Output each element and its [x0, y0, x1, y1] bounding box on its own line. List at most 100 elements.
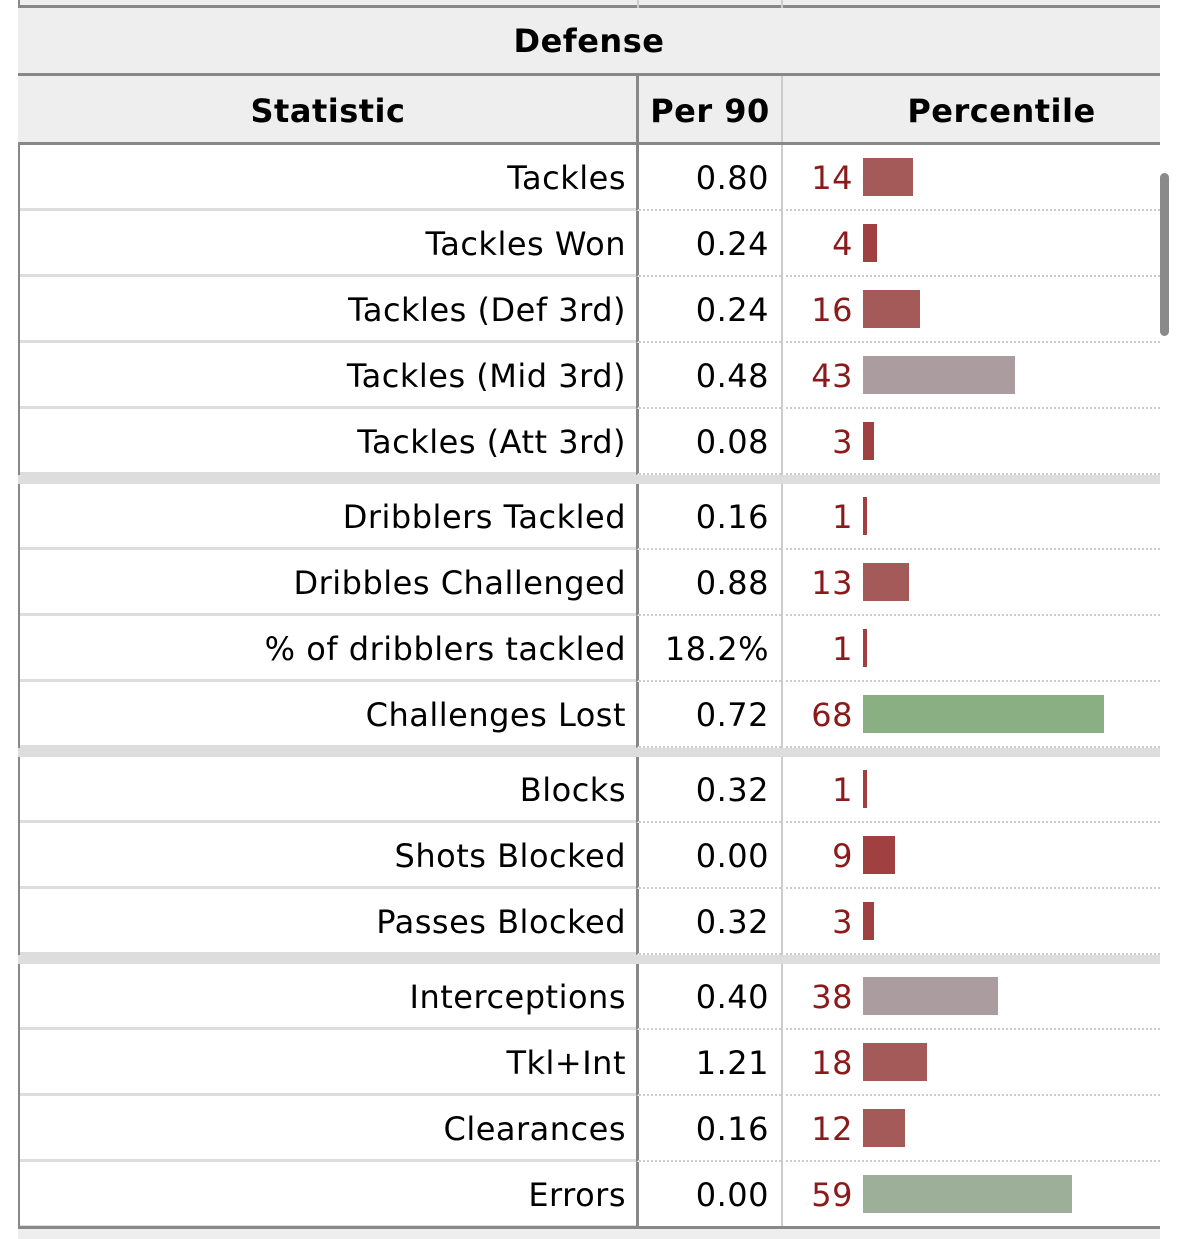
statistic-name: Challenges Lost [20, 682, 636, 748]
percentile-cell: 13 [781, 550, 1160, 616]
statistic-name: Errors [20, 1162, 636, 1228]
table-row: Tackles (Att 3rd) 0.08 3 [18, 409, 1160, 475]
group-separator [18, 475, 1160, 484]
table-row: Dribblers Tackled 0.16 1 [18, 484, 1160, 550]
percentile-cell: 38 [781, 964, 1160, 1030]
header-percentile[interactable]: Percentile [781, 76, 1160, 142]
per-90-value: 0.24 [636, 277, 781, 343]
percentile-value: 18 [811, 1044, 853, 1082]
per-90-value: 0.00 [636, 1162, 781, 1228]
percentile-bar [863, 1175, 1072, 1213]
header-per-90[interactable]: Per 90 [636, 76, 781, 142]
percentile-cell: 59 [781, 1162, 1160, 1228]
statistic-name: Tackles (Mid 3rd) [20, 343, 636, 409]
percentile-value: 14 [811, 159, 853, 197]
per-90-value: 0.08 [636, 409, 781, 475]
percentile-cell: 16 [781, 277, 1160, 343]
per-90-value: 0.48 [636, 343, 781, 409]
column-divider [781, 0, 783, 8]
table-row: Tackles Won 0.24 4 [18, 211, 1160, 277]
table-row: % of dribblers tackled 18.2% 1 [18, 616, 1160, 682]
percentile-value: 12 [811, 1110, 853, 1148]
table-left-border [18, 0, 20, 1239]
percentile-value: 9 [832, 837, 853, 875]
percentile-bar [863, 695, 1104, 733]
percentile-bar [863, 629, 867, 667]
statistic-name: Clearances [20, 1096, 636, 1162]
percentile-cell: 1 [781, 616, 1160, 682]
percentile-bar [863, 563, 909, 601]
per-90-value: 1.21 [636, 1030, 781, 1096]
table-row: Tackles (Mid 3rd) 0.48 43 [18, 343, 1160, 409]
percentile-value: 4 [832, 225, 853, 263]
table-row: Clearances 0.16 12 [18, 1096, 1160, 1162]
percentile-cell: 9 [781, 823, 1160, 889]
percentile-value: 13 [811, 564, 853, 602]
percentile-cell: 43 [781, 343, 1160, 409]
per-90-value: 0.16 [636, 1096, 781, 1162]
table-row: Blocks 0.32 1 [18, 757, 1160, 823]
group-separator [18, 748, 1160, 757]
percentile-value: 3 [832, 423, 853, 461]
percentile-value: 1 [832, 630, 853, 668]
table-title: Defense [18, 8, 1160, 76]
percentile-bar [863, 902, 874, 940]
per-90-value: 0.80 [636, 145, 781, 211]
percentile-value: 68 [811, 696, 853, 734]
percentile-bar [863, 158, 913, 196]
per-90-value: 0.00 [636, 823, 781, 889]
percentile-value: 16 [811, 291, 853, 329]
table-row: Tkl+Int 1.21 18 [18, 1030, 1160, 1096]
statistic-name: Passes Blocked [20, 889, 636, 955]
statistic-name: Tackles (Def 3rd) [20, 277, 636, 343]
per-90-value: 0.16 [636, 484, 781, 550]
percentile-value: 43 [811, 357, 853, 395]
percentile-bar [863, 770, 867, 808]
percentile-bar [863, 422, 874, 460]
statistic-name: Tkl+Int [20, 1030, 636, 1096]
percentile-value: 59 [811, 1176, 853, 1214]
statistic-name: Blocks [20, 757, 636, 823]
statistic-name: Dribbles Challenged [20, 550, 636, 616]
table-header-row: Statistic Per 90 Percentile [18, 76, 1160, 145]
group-separator [18, 955, 1160, 964]
table-row: Dribbles Challenged 0.88 13 [18, 550, 1160, 616]
table-row: Challenges Lost 0.72 68 [18, 682, 1160, 748]
percentile-value: 38 [811, 978, 853, 1016]
percentile-cell: 4 [781, 211, 1160, 277]
percentile-cell: 3 [781, 409, 1160, 475]
vertical-scrollbar[interactable] [1160, 173, 1169, 336]
per-90-value: 0.72 [636, 682, 781, 748]
percentile-bar [863, 497, 867, 535]
statistic-name: % of dribblers tackled [20, 616, 636, 682]
table-row: Shots Blocked 0.00 9 [18, 823, 1160, 889]
per-90-value: 0.88 [636, 550, 781, 616]
header-statistic[interactable]: Statistic [250, 92, 406, 130]
next-section-strip [18, 1226, 1160, 1239]
table-row: Tackles 0.80 14 [18, 145, 1160, 211]
percentile-bar [863, 836, 895, 874]
column-divider [637, 0, 639, 8]
percentile-value: 3 [832, 903, 853, 941]
statistic-name: Interceptions [20, 964, 636, 1030]
table-row: Tackles (Def 3rd) 0.24 16 [18, 277, 1160, 343]
percentile-bar [863, 290, 920, 328]
statistic-name: Shots Blocked [20, 823, 636, 889]
per-90-value: 0.40 [636, 964, 781, 1030]
statistic-name: Tackles Won [20, 211, 636, 277]
percentile-cell: 68 [781, 682, 1160, 748]
percentile-cell: 1 [781, 757, 1160, 823]
per-90-value: 0.32 [636, 757, 781, 823]
percentile-bar [863, 224, 877, 262]
percentile-value: 1 [832, 771, 853, 809]
statistic-name: Dribblers Tackled [20, 484, 636, 550]
percentile-bar [863, 356, 1015, 394]
percentile-cell: 1 [781, 484, 1160, 550]
per-90-value: 18.2% [636, 616, 781, 682]
percentile-bar [863, 1109, 905, 1147]
defense-stats-table: Defense Statistic Per 90 Percentile Tack… [18, 0, 1160, 1239]
percentile-bar [863, 1043, 927, 1081]
percentile-cell: 12 [781, 1096, 1160, 1162]
per-90-value: 0.32 [636, 889, 781, 955]
